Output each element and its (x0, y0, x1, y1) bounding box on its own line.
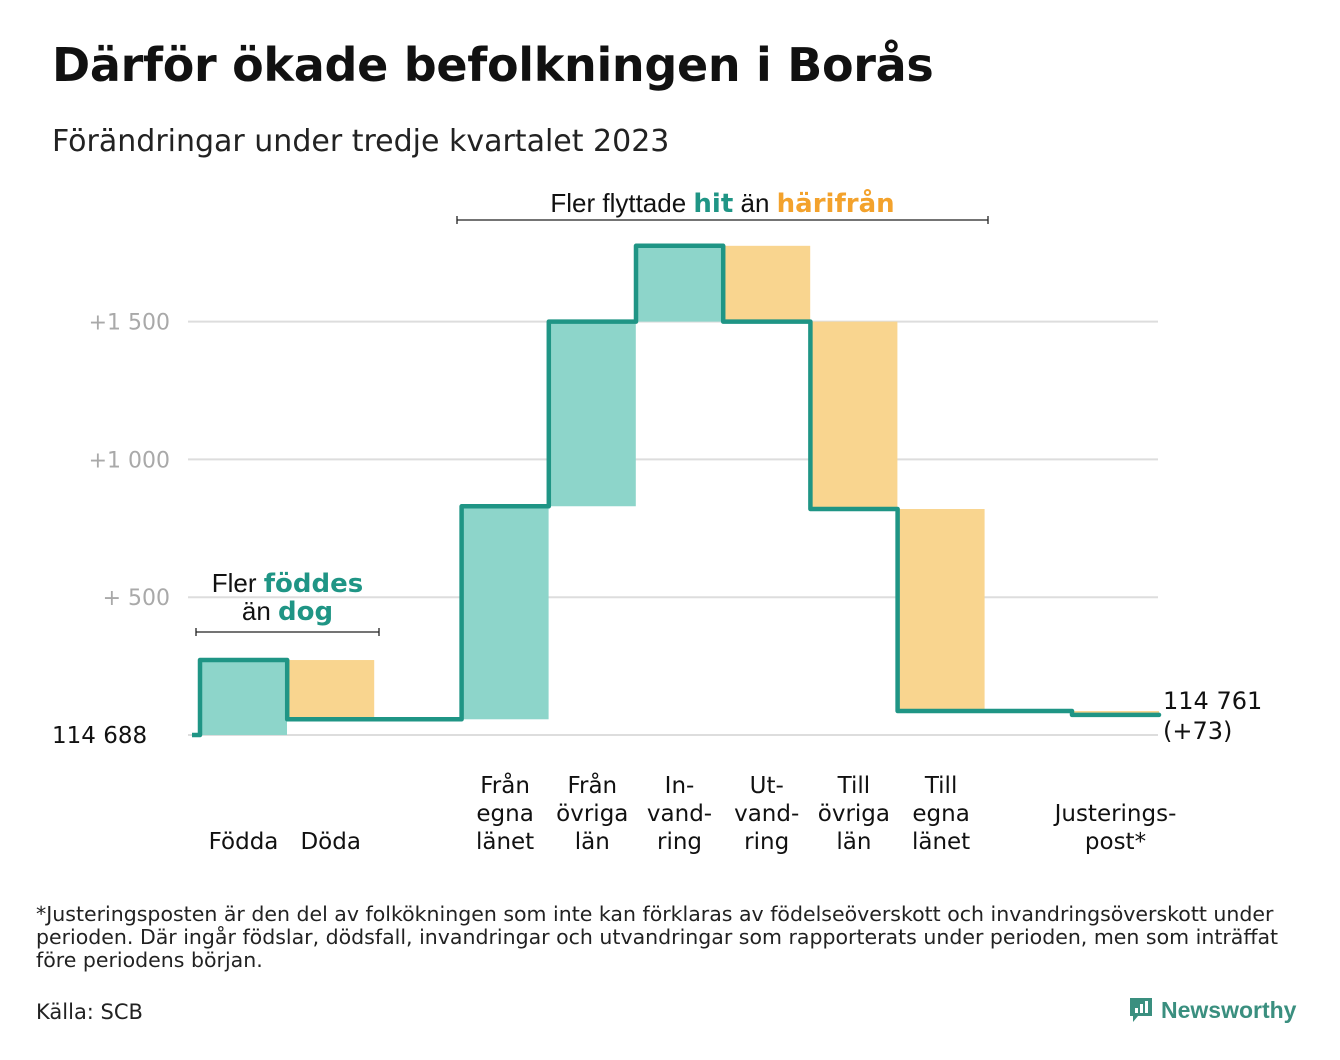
waterfall-bar (636, 245, 723, 322)
category-label: Födda (209, 829, 279, 855)
category-label: Döda (300, 829, 360, 855)
category-label: In-vand-ring (647, 773, 712, 855)
waterfall-bar (200, 660, 287, 735)
category-labels: Födda Döda Från egna länet Från övriga län In-va… (209, 771, 1177, 855)
waterfall-chart: + 500+1 000+1 500 114 688 114 761 (+73) … (52, 187, 1262, 855)
annotation-migration-bracket (456, 216, 989, 224)
value-labels: 114 688 114 761 (+73) (52, 687, 1262, 749)
y-tick-label: +1 500 (89, 311, 170, 336)
category-label: Ut-vand-ring (734, 773, 799, 855)
annotation-births-bracket (195, 628, 380, 636)
waterfall-bar (723, 245, 811, 322)
end-change-label: (+73) (1163, 717, 1232, 745)
y-tick-label: + 500 (103, 586, 170, 611)
waterfall-bar (897, 509, 985, 712)
end-value-label: 114 761 (1163, 687, 1262, 715)
y-tick-labels: + 500 +1 000 +1 500 (89, 311, 170, 612)
newsworthy-logo-icon (1130, 998, 1152, 1022)
annotation-migration: Fler flyttade hit än härifrån (550, 187, 894, 219)
category-label: Justerings-post* (1053, 801, 1177, 855)
annotation-births-line1: Fler föddes (212, 568, 364, 599)
category-label: Från egna länet (476, 771, 534, 855)
source-label: Källa: SCB (36, 1000, 143, 1024)
y-tick-label: +1 000 (89, 448, 170, 473)
waterfall-bar (548, 321, 636, 507)
chart-title: Därför ökade befolkningen i Borås (52, 38, 934, 92)
brand-name: Newsworthy (1161, 996, 1297, 1023)
brand-logo: Newsworthy (1128, 996, 1296, 1024)
bars (200, 245, 1159, 735)
waterfall-bar (810, 321, 898, 510)
waterfall-bar (461, 506, 549, 720)
category-label: Till övriga län (818, 773, 890, 855)
base-value-label: 114 688 (52, 723, 147, 749)
category-label: Från övriga län (556, 771, 628, 855)
category-label: Till egna länet (912, 773, 970, 855)
waterfall-bar (287, 660, 375, 720)
footnote: *Justeringsposten är den del av folkökni… (36, 902, 1279, 972)
cumulative-step-line (192, 243, 1162, 738)
annotation-births-line2: än dog (242, 596, 333, 627)
chart-subtitle: Förändringar under tredje kvartalet 2023 (52, 124, 670, 159)
